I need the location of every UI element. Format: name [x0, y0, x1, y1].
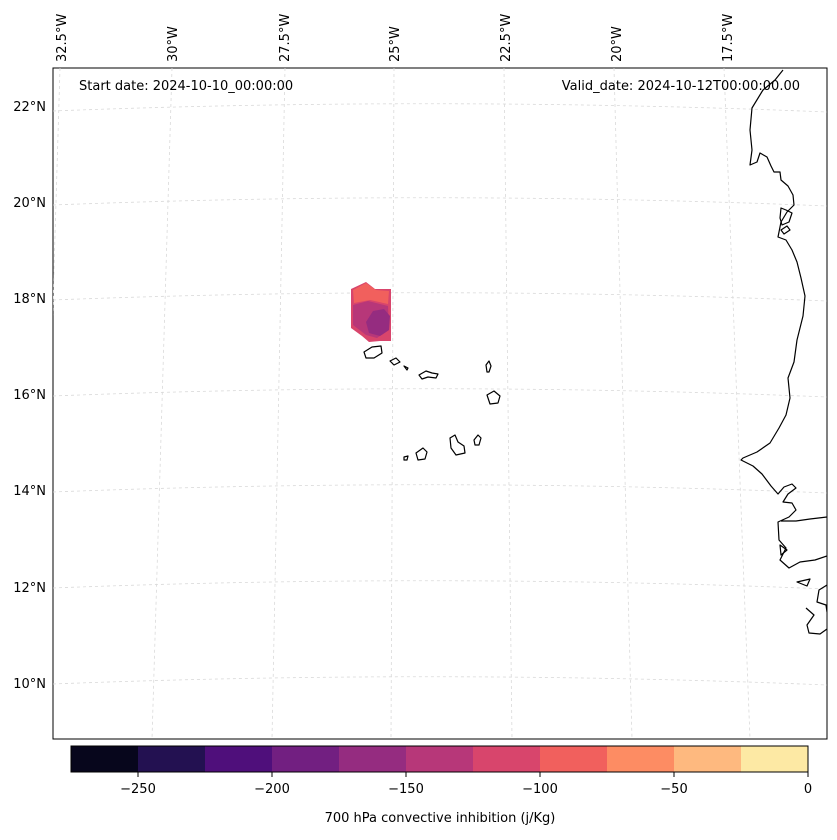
colorbar-bin: [272, 746, 340, 772]
lat-label: 10°N: [13, 677, 46, 692]
colorbar-bin: [339, 746, 407, 772]
start-date-label: Start date: 2024-10-10_00:00:00: [79, 79, 293, 94]
lon-label: 32.5°W: [55, 14, 70, 62]
colorbar-tick-label: −100: [522, 782, 558, 797]
island-sal: [485, 360, 492, 373]
island-sao-nicolau: [418, 370, 439, 380]
colorbar-tick-label: −250: [120, 782, 156, 797]
island-brava: [403, 455, 409, 461]
lon-label: 30°W: [166, 26, 181, 62]
lat-label: 16°N: [13, 388, 46, 403]
lat-label: 22°N: [13, 100, 46, 115]
coastlines: [363, 69, 827, 635]
island-sao-vicente: [389, 357, 401, 366]
colorbar-title: 700 hPa convective inhibition (j/Kg): [325, 811, 556, 826]
coast-inlet-d: [796, 578, 811, 587]
lon-label: 22.5°W: [499, 14, 514, 62]
lon-label: 17.5°W: [721, 14, 736, 62]
lon-label: 27.5°W: [278, 14, 293, 62]
lat-label: 12°N: [13, 581, 46, 596]
colorbar-bin: [138, 746, 206, 772]
colorbar-outline: [70, 745, 809, 773]
colorbar-bin: [741, 746, 809, 772]
colorbar-bin: [473, 746, 541, 772]
coast-inlet-a: [779, 207, 793, 226]
colorbar-bins: [71, 746, 809, 772]
island-boa-vista: [486, 390, 501, 405]
colorbar-bin: [607, 746, 675, 772]
colorbar-bin: [406, 746, 474, 772]
colorbar-bin: [674, 746, 742, 772]
colorbar-tick-labels: −250 −200 −150 −100 −50 0: [120, 782, 812, 797]
lat-label: 20°N: [13, 196, 46, 211]
lon-label: 20°W: [610, 26, 625, 62]
parallel-gridlines: [53, 103, 827, 686]
colorbar-ticks: [137, 772, 809, 777]
island-santa-luzia: [403, 365, 409, 371]
coast-inlet-c: [779, 544, 788, 556]
cin-field-high: [353, 283, 389, 304]
island-maio: [473, 434, 482, 446]
latitude-labels: 22°N 20°N 18°N 16°N 14°N 12°N 10°N: [13, 100, 46, 692]
africa-coast: [740, 69, 827, 635]
lat-label: 18°N: [13, 292, 46, 307]
colorbar-bin: [540, 746, 608, 772]
cin-field: [351, 282, 391, 342]
island-santiago: [449, 434, 466, 456]
lat-label: 14°N: [13, 484, 46, 499]
island-fogo: [415, 447, 428, 461]
lon-label: 25°W: [388, 26, 403, 62]
longitude-labels: 32.5°W 30°W 27.5°W 25°W 22.5°W 20°W 17.5…: [55, 14, 736, 62]
island-santo-antao: [363, 345, 383, 359]
valid-date-label: Valid_date: 2024-10-12T00:00:00.00: [562, 79, 800, 94]
meridian-gridlines: [53, 68, 751, 739]
map-frame: [52, 67, 828, 740]
colorbar-bin: [205, 746, 273, 772]
cin-field-low: [366, 309, 390, 336]
colorbar-tick-label: −200: [254, 782, 290, 797]
colorbar-bin: [71, 746, 139, 772]
colorbar-tick-label: 0: [804, 782, 812, 797]
colorbar: −250 −200 −150 −100 −50 0 700 hPa convec…: [70, 745, 812, 826]
coast-inlet-b: [780, 225, 791, 235]
colorbar-tick-label: −150: [388, 782, 424, 797]
colorbar-tick-label: −50: [660, 782, 687, 797]
